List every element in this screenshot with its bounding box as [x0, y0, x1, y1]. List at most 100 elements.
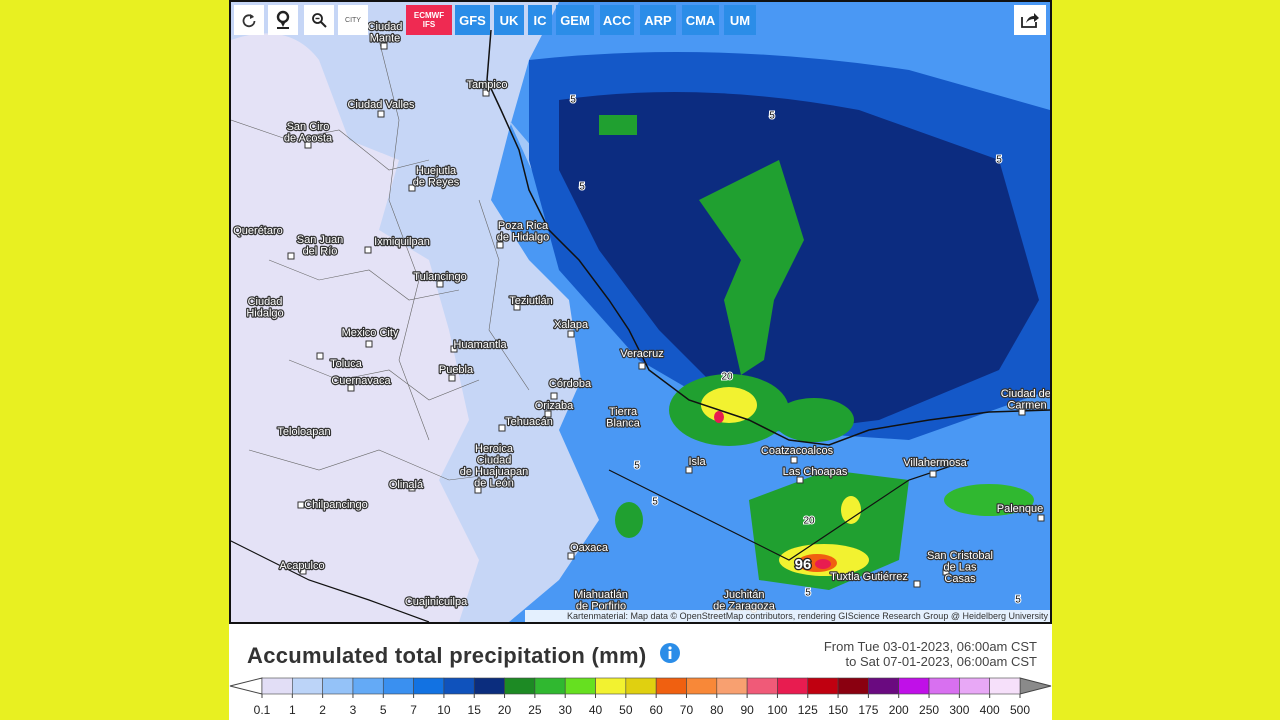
legend-swatch [413, 677, 445, 695]
legend-label: 70 [680, 703, 694, 717]
contour-label: 5 [996, 155, 1002, 166]
city-label: Ixmiquilpan [374, 236, 430, 248]
city-label: de Acosta [284, 132, 333, 144]
city-label: Mexico City [342, 327, 399, 339]
share-button[interactable] [1014, 5, 1046, 35]
legend-label: 60 [649, 703, 663, 717]
city-label: Xalapa [554, 319, 589, 331]
legend-swatch [868, 677, 900, 695]
legend-swatch [837, 677, 869, 695]
city-label: Veracruz [620, 348, 663, 360]
model-button[interactable]: ACC [600, 5, 634, 35]
city-label: Tierra [609, 406, 638, 418]
legend-swatch [443, 677, 475, 695]
city-button[interactable]: CITY [338, 5, 368, 35]
share-icon [1021, 13, 1039, 28]
city-marker [365, 340, 373, 348]
legend-label: 200 [889, 703, 909, 717]
legend-label: 175 [858, 703, 878, 717]
city-label: Teloloapan [277, 426, 330, 438]
city-marker [347, 384, 355, 392]
city-label: Poza Rica [498, 220, 549, 232]
city-marker [790, 456, 798, 464]
legend-label: 125 [798, 703, 818, 717]
city-label: Ciudad [368, 21, 403, 33]
city-marker [567, 330, 575, 338]
border [478, 199, 530, 391]
contour-label: 5 [652, 497, 658, 508]
model-button[interactable]: UM [724, 5, 756, 35]
rain-green [944, 484, 1034, 516]
city-label: de Las [943, 561, 977, 573]
legend-swatch [716, 677, 748, 695]
city-marker [380, 42, 388, 50]
city-marker [942, 568, 950, 576]
city-label: Casas [944, 573, 976, 585]
city-label: Teziutlán [509, 295, 552, 307]
zoom-button[interactable] [304, 5, 334, 35]
city-marker [377, 110, 385, 118]
city-marker [304, 141, 312, 149]
rain-red [815, 559, 831, 569]
legend-label: 1 [289, 703, 296, 717]
model-button[interactable]: IC [528, 5, 552, 35]
legend-swatch [807, 677, 839, 695]
legend-label: 300 [949, 703, 969, 717]
city-marker [408, 484, 416, 492]
city-label: Blanca [606, 417, 641, 429]
legend-label: 100 [767, 703, 787, 717]
city-label: Olinalá [389, 479, 424, 491]
coastline [486, 29, 1050, 446]
legend-label: 500 [1010, 703, 1030, 717]
legend-label: 5 [380, 703, 387, 717]
refresh-button[interactable] [234, 5, 264, 35]
city-marker [567, 552, 575, 560]
city-label: Huejutla [416, 165, 457, 177]
city-label: Oaxaca [570, 542, 609, 554]
model-button[interactable]: GFS [455, 5, 490, 35]
legend-swatch [382, 677, 414, 695]
city-label: de Huajuapan [460, 466, 529, 478]
legend-swatch [473, 677, 505, 695]
legend-swatch [625, 677, 657, 695]
border [268, 259, 460, 301]
city-label: Carmen [1007, 399, 1046, 411]
city-marker [1018, 408, 1026, 416]
legend-swatch [746, 677, 778, 695]
city-label: Querétaro [233, 225, 283, 237]
contour-label: 5 [579, 182, 585, 193]
legend-swatch [989, 677, 1021, 695]
legend-label: 150 [828, 703, 848, 717]
city-marker [436, 280, 444, 288]
state-border [608, 459, 970, 561]
model-button[interactable]: UK [494, 5, 524, 35]
contour-label: 20 [803, 516, 815, 527]
city-label: de Reyes [413, 176, 460, 188]
legend-swatch [959, 677, 990, 695]
city-marker [550, 392, 558, 400]
rain-navy [559, 92, 1039, 430]
location-button[interactable] [268, 5, 298, 35]
model-button[interactable]: CMA [682, 5, 719, 35]
model-button-active[interactable]: ECMWF IFS [406, 5, 452, 35]
city-label: Tampico [467, 79, 508, 91]
legend-swatch [322, 677, 354, 695]
city-label: Cuajinicuilpa [405, 596, 468, 608]
legend-label: 2 [319, 703, 326, 717]
city-label: Chilpancingo [304, 499, 368, 511]
legend-label: 40 [589, 703, 603, 717]
border [231, 119, 430, 171]
info-icon[interactable] [659, 642, 681, 664]
legend-swatch [928, 677, 960, 695]
model-button[interactable]: ARP [640, 5, 676, 35]
city-label: Córdoba [549, 378, 592, 390]
border [248, 449, 530, 481]
city-label: Hidalgo [246, 307, 283, 319]
model-button[interactable]: GEM [556, 5, 594, 35]
city-marker [929, 470, 937, 478]
period-to: to Sat 07-01-2023, 06:00am CST [845, 654, 1037, 669]
legend-swatch [292, 677, 323, 695]
city-marker [605, 418, 613, 426]
legend-swatch [261, 677, 293, 695]
city-marker [498, 424, 506, 432]
